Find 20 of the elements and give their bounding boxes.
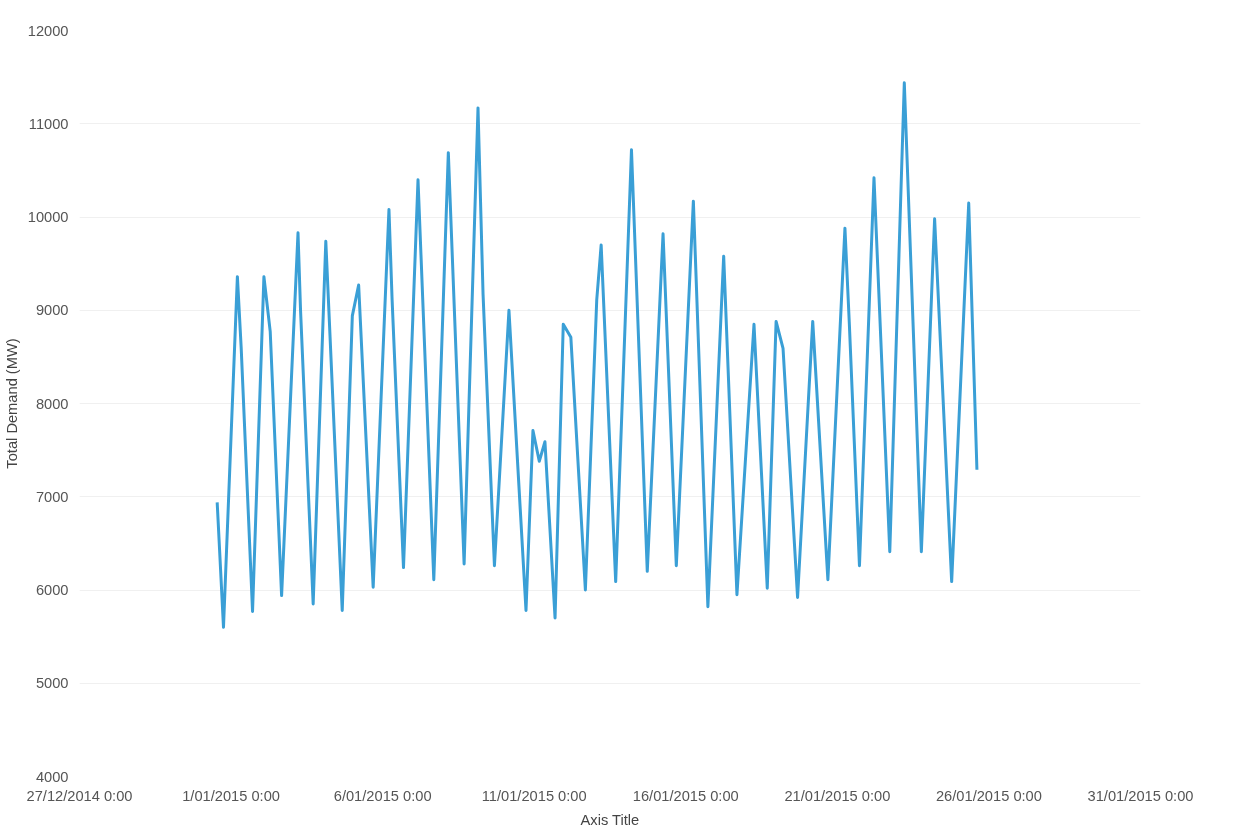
y-axis-title: Total Demand (MW): [3, 338, 20, 469]
y-tick-label: 10000: [27, 209, 69, 225]
y-tick-label: 5000: [35, 675, 69, 692]
y-tick-label: 7000: [35, 488, 69, 505]
x-tick-label: 6/01/2015 0:00: [333, 787, 432, 804]
y-tick-label: 4000: [35, 768, 69, 785]
y-tick-label: 6000: [35, 582, 69, 598]
x-tick-label: 16/01/2015 0:00: [632, 787, 739, 804]
x-tick-label: 26/01/2015 0:00: [935, 787, 1042, 804]
x-tick-label: 21/01/2015 0:00: [784, 787, 891, 804]
y-tick-label: 11000: [28, 115, 69, 132]
x-tick-label: 11/01/2015 0:00: [481, 787, 587, 804]
x-tick-label: 1/01/2015 0:00: [182, 787, 280, 804]
x-tick-label: 27/12/2014 0:00: [26, 787, 133, 804]
x-axis-title: Axis Title: [580, 811, 640, 828]
y-tick-label: 8000: [35, 395, 69, 412]
y-tick-label: 9000: [35, 302, 69, 319]
x-tick-label: 31/01/2015 0:00: [1087, 787, 1194, 804]
line-series: [215, 81, 979, 629]
y-tick-label: 12000: [27, 22, 69, 39]
